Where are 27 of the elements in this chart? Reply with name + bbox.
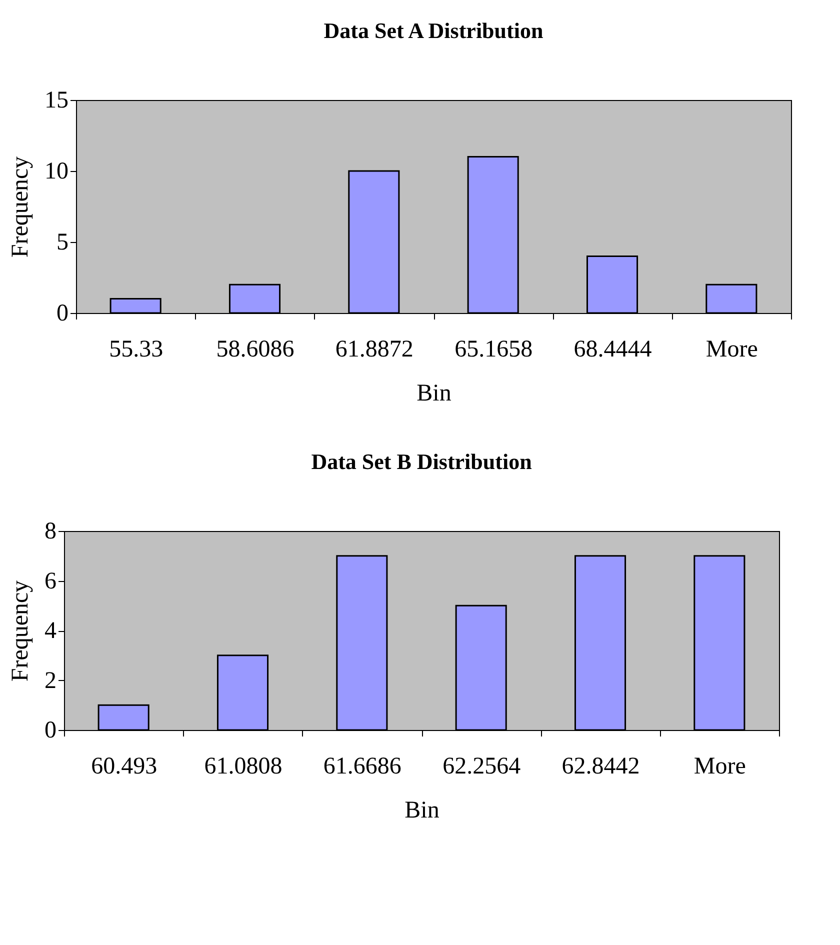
y-tick-label: 5 [56, 230, 68, 256]
chart-title: Data Set B Distribution [311, 449, 532, 474]
x-axis-title: Bin [416, 380, 452, 406]
x-tick-label: 55.33 [109, 336, 164, 362]
x-tick-label: 60.493 [91, 754, 158, 780]
y-tick-label: 8 [44, 518, 56, 544]
y-tick-label: 15 [44, 88, 68, 114]
x-axis-title: Bin [404, 798, 440, 824]
x-tick-label: More [706, 336, 758, 362]
x-tick-label: 61.8872 [335, 336, 414, 362]
y-tick-label: 4 [44, 618, 56, 644]
y-tick-label: 10 [44, 158, 68, 184]
chart-title: Data Set A Distribution [324, 18, 544, 43]
y-tick-label: 0 [44, 718, 56, 744]
y-tick-label: 0 [56, 300, 68, 326]
y-axis-title: Frequency [8, 156, 34, 258]
y-tick-label: 2 [44, 668, 56, 694]
x-tick-label: More [694, 754, 746, 780]
x-tick-label: 62.2564 [442, 754, 521, 780]
x-tick-label: 65.1658 [454, 336, 533, 362]
x-tick-label: 68.4444 [574, 336, 652, 362]
y-tick-label: 6 [44, 568, 56, 594]
x-tick-label: 58.6086 [216, 336, 294, 362]
y-axis-title: Frequency [8, 580, 34, 682]
x-tick-label: 62.8442 [562, 754, 640, 780]
x-tick-label: 61.0808 [204, 754, 282, 780]
x-tick-label: 61.6686 [323, 754, 402, 780]
